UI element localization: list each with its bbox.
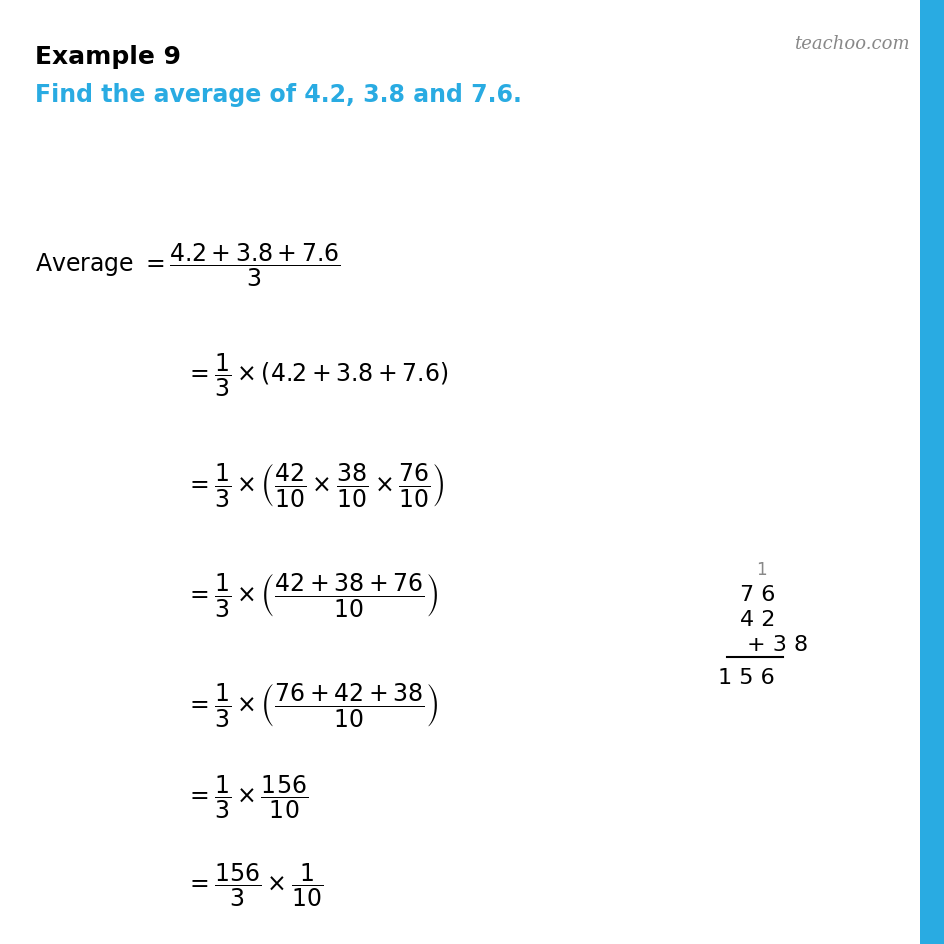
Text: 4 2: 4 2 [739,610,774,630]
Text: 7 6: 7 6 [739,584,774,604]
Text: $= \dfrac{1}{3} \times \dfrac{156}{10}$: $= \dfrac{1}{3} \times \dfrac{156}{10}$ [185,772,308,819]
Text: 1: 1 [755,561,767,579]
Bar [919,0,944,944]
Text: $= \dfrac{1}{3} \times \left(\dfrac{76 + 42 + 38}{10}\right)$: $= \dfrac{1}{3} \times \left(\dfrac{76 +… [185,681,438,728]
Text: Average $= \dfrac{4.2 + 3.8 + 7.6}{3}$: Average $= \dfrac{4.2 + 3.8 + 7.6}{3}$ [35,241,341,288]
Text: $= \dfrac{156}{3} \times \dfrac{1}{10}$: $= \dfrac{156}{3} \times \dfrac{1}{10}$ [185,860,323,908]
Text: + 3 8: + 3 8 [746,634,807,654]
Text: $= \dfrac{1}{3} \times \left(\dfrac{42}{10} \times \dfrac{38}{10} \times \dfrac{: $= \dfrac{1}{3} \times \left(\dfrac{42}{… [185,461,444,509]
Text: Example 9: Example 9 [35,45,181,69]
Text: 1 5 6: 1 5 6 [717,667,774,687]
Text: $= \dfrac{1}{3} \times (4.2 + 3.8 +7.6)$: $= \dfrac{1}{3} \times (4.2 + 3.8 +7.6)$ [185,351,447,398]
Text: $= \dfrac{1}{3} \times \left(\dfrac{42 + 38 + 76}{10}\right)$: $= \dfrac{1}{3} \times \left(\dfrac{42 +… [185,570,438,618]
Text: Find the average of 4.2, 3.8 and 7.6.: Find the average of 4.2, 3.8 and 7.6. [35,83,521,107]
Text: teachoo.com: teachoo.com [794,35,909,53]
